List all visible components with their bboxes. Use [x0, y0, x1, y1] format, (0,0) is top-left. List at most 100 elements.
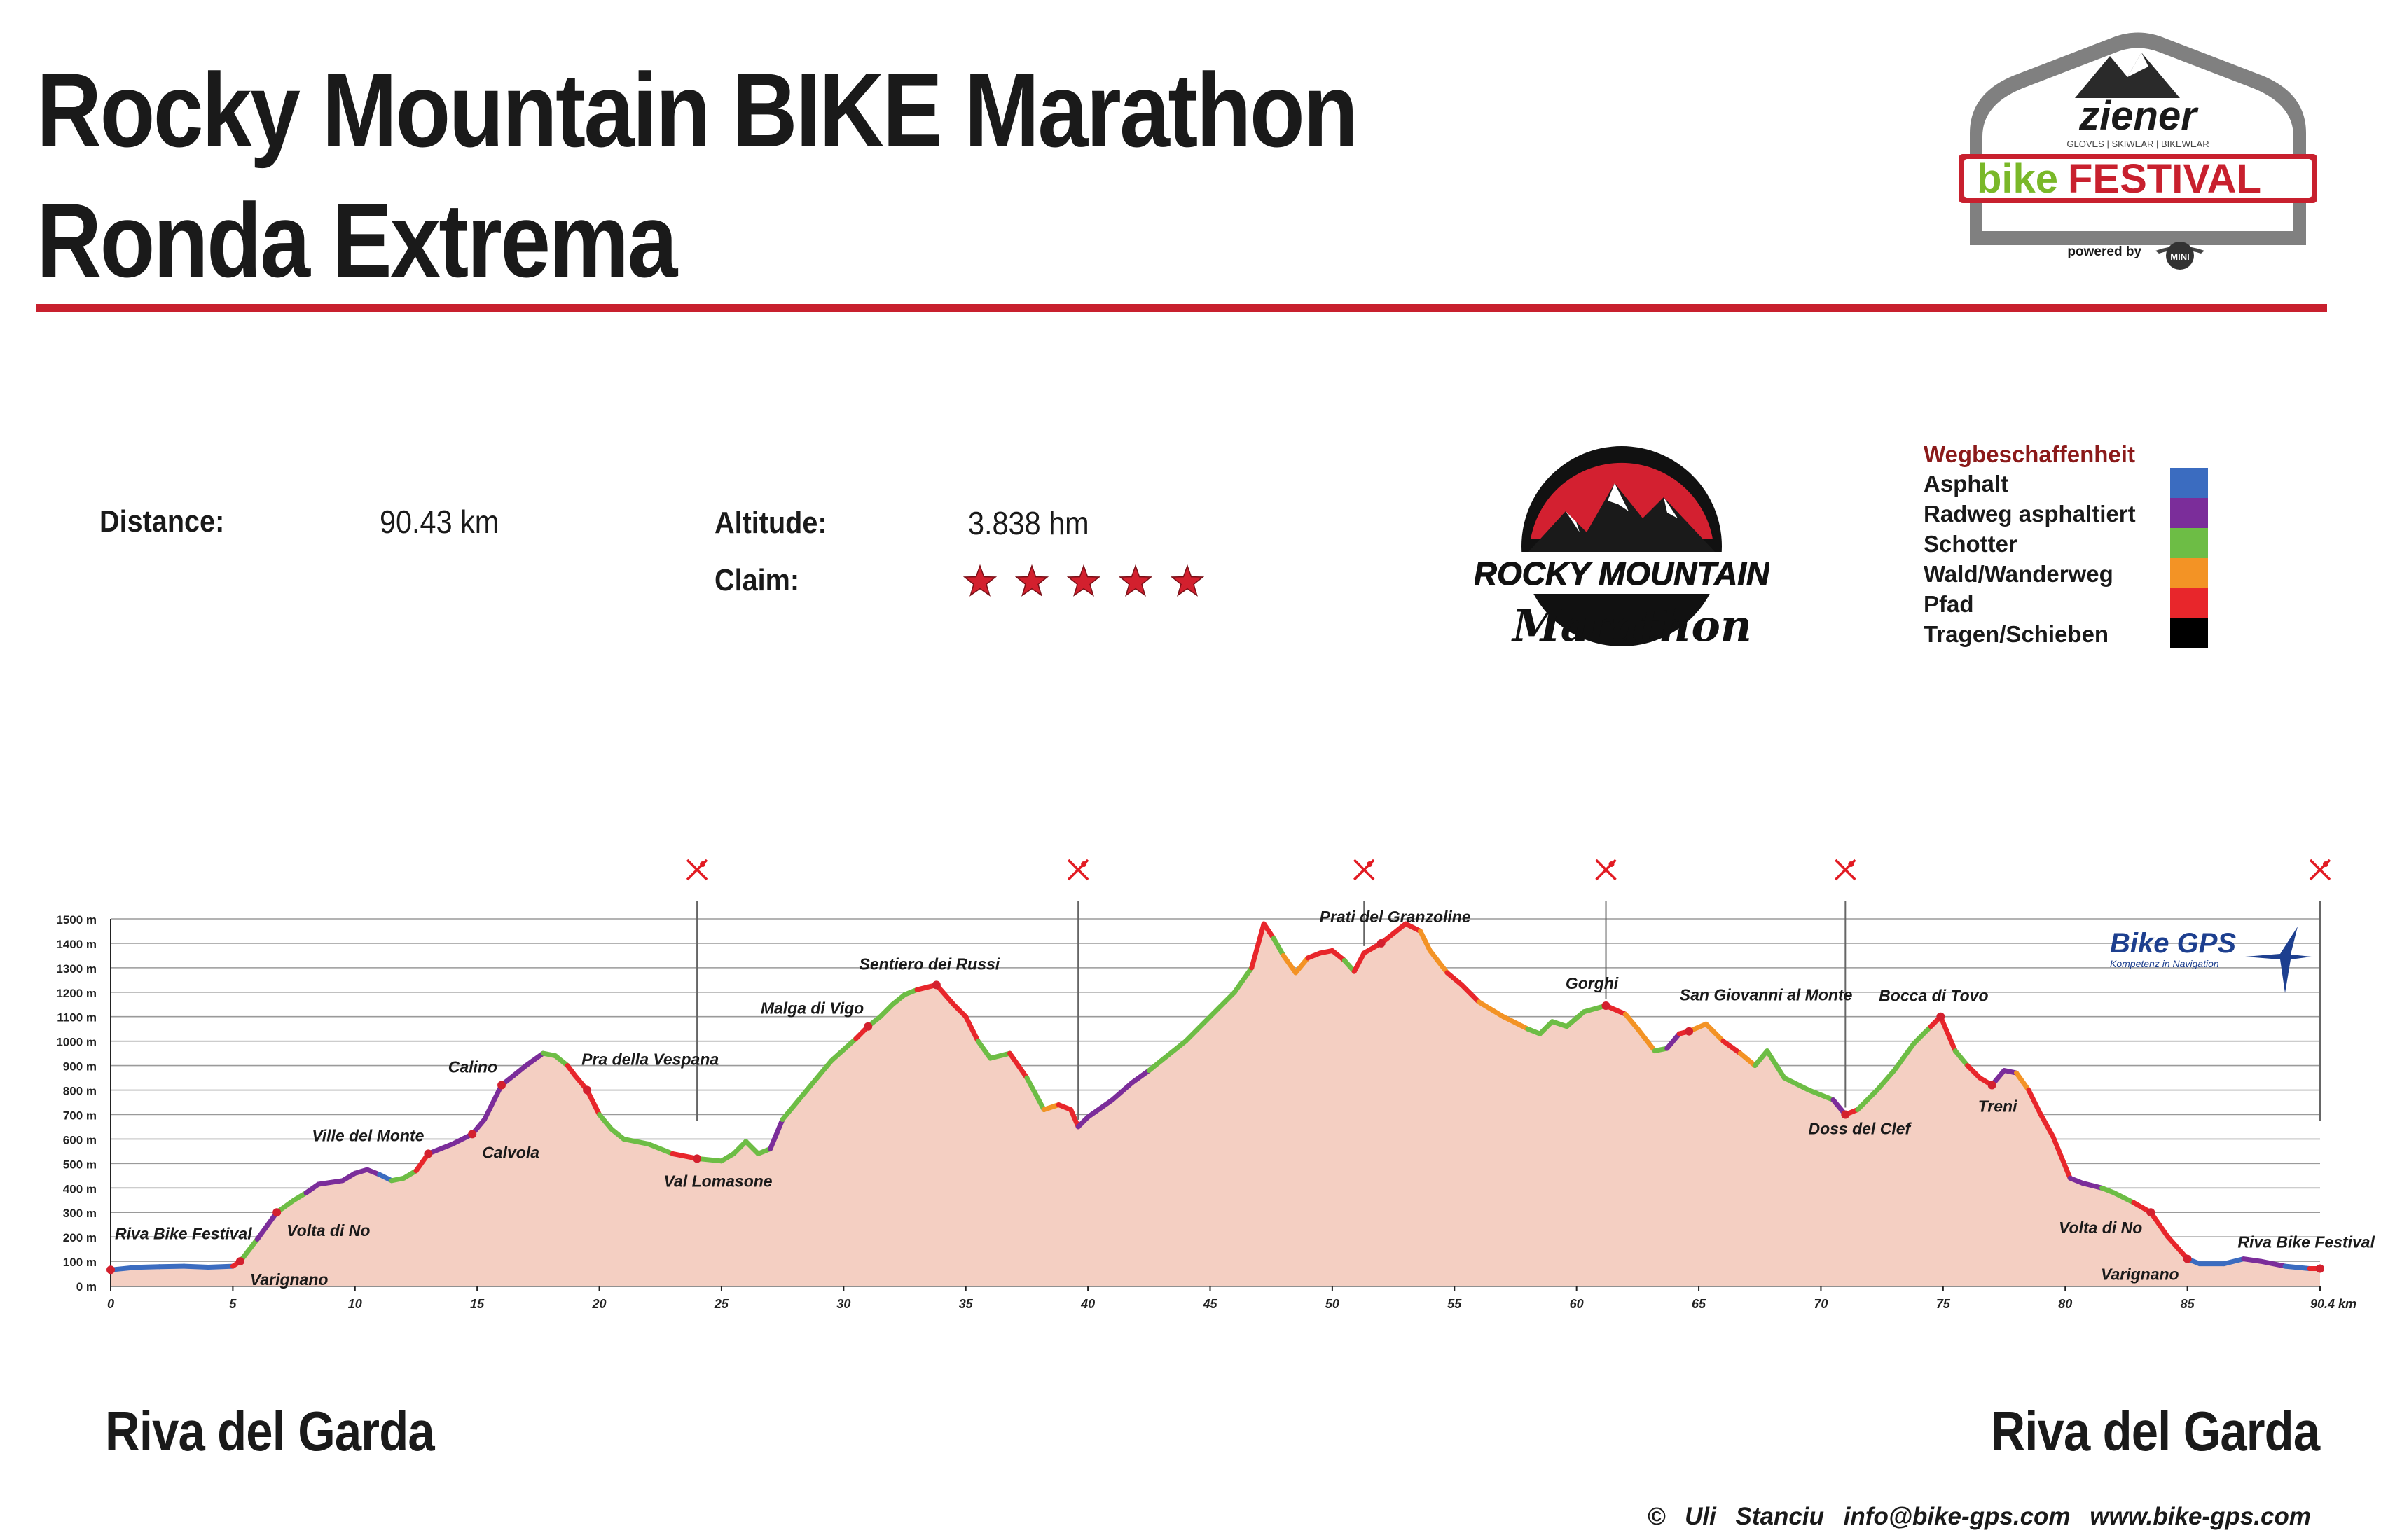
profile-segment — [1476, 999, 1506, 1020]
x-tick-label: 65 — [1692, 1297, 1706, 1311]
y-tick-label: 900 m — [63, 1060, 97, 1074]
waypoint-dot — [1601, 1001, 1610, 1011]
profile-segment — [1261, 921, 1276, 941]
profile-segment — [1159, 1039, 1189, 1064]
aid-station-dot — [1367, 861, 1373, 867]
x-tick-label: 50 — [1325, 1297, 1339, 1311]
profile-segment — [743, 1139, 761, 1156]
legend-swatch — [2170, 588, 2208, 618]
profile-segment — [1418, 929, 1433, 953]
profile-segment — [731, 1139, 749, 1156]
waypoint-dot — [497, 1081, 506, 1090]
elevation-profile-chart: 0 m 100 m 200 m 300 m 400 m 500 m 600 m 700 m 80… — [56, 859, 2375, 1311]
profile-segment — [181, 1263, 211, 1270]
claim-star-icon — [1171, 564, 1204, 597]
x-tick-label: 85 — [2181, 1297, 2195, 1311]
profile-segment — [1635, 1026, 1657, 1054]
profile-segment — [1271, 936, 1286, 958]
aid-station-icon — [1835, 859, 1856, 881]
mini-brand: MINI — [2170, 251, 2189, 262]
start-place: Riva del Garda — [105, 1400, 435, 1462]
profile-segment — [553, 1053, 570, 1069]
waypoint-dot — [1685, 1027, 1694, 1036]
x-tick-label: 30 — [836, 1297, 850, 1311]
x-tick-label: 90.4 km — [2310, 1297, 2356, 1311]
profile-segment — [523, 1050, 546, 1069]
legend-item-label: Radweg asphaltiert — [1924, 501, 2136, 527]
profile-segment — [1146, 1058, 1164, 1074]
profile-segment — [1281, 952, 1299, 976]
altitude-value: 3.838 hm — [968, 505, 1089, 541]
altitude-label: Altitude: — [715, 506, 827, 540]
festival-name-text: FESTIVAL — [2068, 156, 2261, 202]
y-tick-label: 1100 m — [57, 1011, 97, 1025]
profile-segment — [1293, 955, 1311, 976]
aid-station-icon — [1067, 859, 1089, 881]
profile-segment — [988, 1050, 1012, 1061]
profile-segment — [2148, 1209, 2171, 1240]
y-tick-label: 800 m — [63, 1085, 97, 1098]
profile-segment — [975, 1039, 993, 1061]
waypoint-label: Riva Bike Festival — [2237, 1233, 2375, 1251]
profile-segment — [1068, 1107, 1081, 1130]
x-tick-label: 0 — [107, 1297, 114, 1311]
bike-festival-logo: ziener GLOVES | SKIWEAR | BIKEWEAR bike … — [1959, 32, 2317, 270]
profile-segment — [1664, 1031, 1682, 1051]
y-tick-label: 1500 m — [56, 913, 97, 927]
waypoint-label: Calino — [448, 1058, 497, 1076]
profile-segment — [482, 1083, 504, 1122]
y-tick-label: 1000 m — [56, 1036, 97, 1049]
profile-segment — [1500, 1014, 1531, 1032]
distance-label: Distance: — [99, 504, 225, 539]
profile-segment — [511, 1063, 529, 1078]
waypoint-dot — [235, 1257, 244, 1266]
profile-segment — [2165, 1234, 2190, 1262]
waypoint-label: Ville del Monte — [312, 1126, 424, 1144]
waypoint-label: Calvola — [482, 1143, 539, 1161]
chart-axes: 0 m 100 m 200 m 300 m 400 m 500 m 600 m 700 m 80… — [56, 913, 2356, 1311]
profile-segment — [780, 1088, 810, 1122]
profile-segment — [425, 1141, 455, 1156]
waypoint-dot — [424, 1149, 433, 1158]
x-tick-label: 75 — [1936, 1297, 1951, 1311]
profile-segment — [934, 982, 956, 1007]
sponsor-brand: ziener — [2078, 93, 2199, 139]
profile-segment — [1737, 1050, 1758, 1069]
claim-rating — [963, 564, 1204, 597]
rocky-mountain-marathon-logo: ROCKY MOUNTAIN Marathon — [1475, 446, 1769, 651]
waypoint-dot — [106, 1265, 115, 1275]
waypoint-label: Treni — [1978, 1097, 2017, 1116]
x-tick-label: 45 — [1202, 1297, 1217, 1311]
y-tick-label: 700 m — [63, 1109, 97, 1122]
profile-segment — [1806, 1088, 1836, 1102]
waypoint-dot — [1936, 1012, 1945, 1021]
festival-region: GARDA TRENTINO — [2069, 209, 2207, 226]
profile-segment — [1938, 1014, 1958, 1054]
profile-segment — [2026, 1088, 2043, 1117]
aid-station-dot — [1848, 861, 1854, 867]
x-tick-label: 60 — [1570, 1297, 1584, 1311]
event-logo-line1: ROCKY MOUNTAIN — [1475, 555, 1769, 592]
profile-segment — [1351, 950, 1367, 974]
profile-segment — [2221, 1256, 2247, 1267]
waypoint-label: San Giovanni al Monte — [1680, 986, 1853, 1004]
profile-segment — [1085, 1097, 1115, 1120]
waypoint-dot — [468, 1130, 477, 1139]
y-tick-label: 500 m — [63, 1158, 97, 1171]
profile-segment — [254, 1209, 279, 1242]
profile-segment — [1427, 948, 1450, 976]
chart-labels: Riva Bike Festival Varignano Volta di No Vi… — [106, 908, 2375, 1289]
legend-swatch — [2170, 618, 2208, 648]
profile-segment — [303, 1181, 321, 1195]
waypoint-dot — [272, 1208, 282, 1217]
legend-item-label: Wald/Wanderweg — [1924, 561, 2113, 587]
profile-segment — [1183, 1014, 1213, 1044]
elevation-area — [111, 924, 2320, 1286]
profile-segment — [1622, 1011, 1641, 1032]
waypoint-dot — [1987, 1081, 1996, 1090]
profile-segment — [1129, 1068, 1152, 1085]
profile-segment — [1537, 1019, 1555, 1036]
copyright-footer: © Uli Stanciu info@bike-gps.com www.bike… — [1647, 1503, 2311, 1530]
claim-star-icon — [1067, 564, 1100, 597]
x-tick-label: 15 — [470, 1297, 485, 1311]
